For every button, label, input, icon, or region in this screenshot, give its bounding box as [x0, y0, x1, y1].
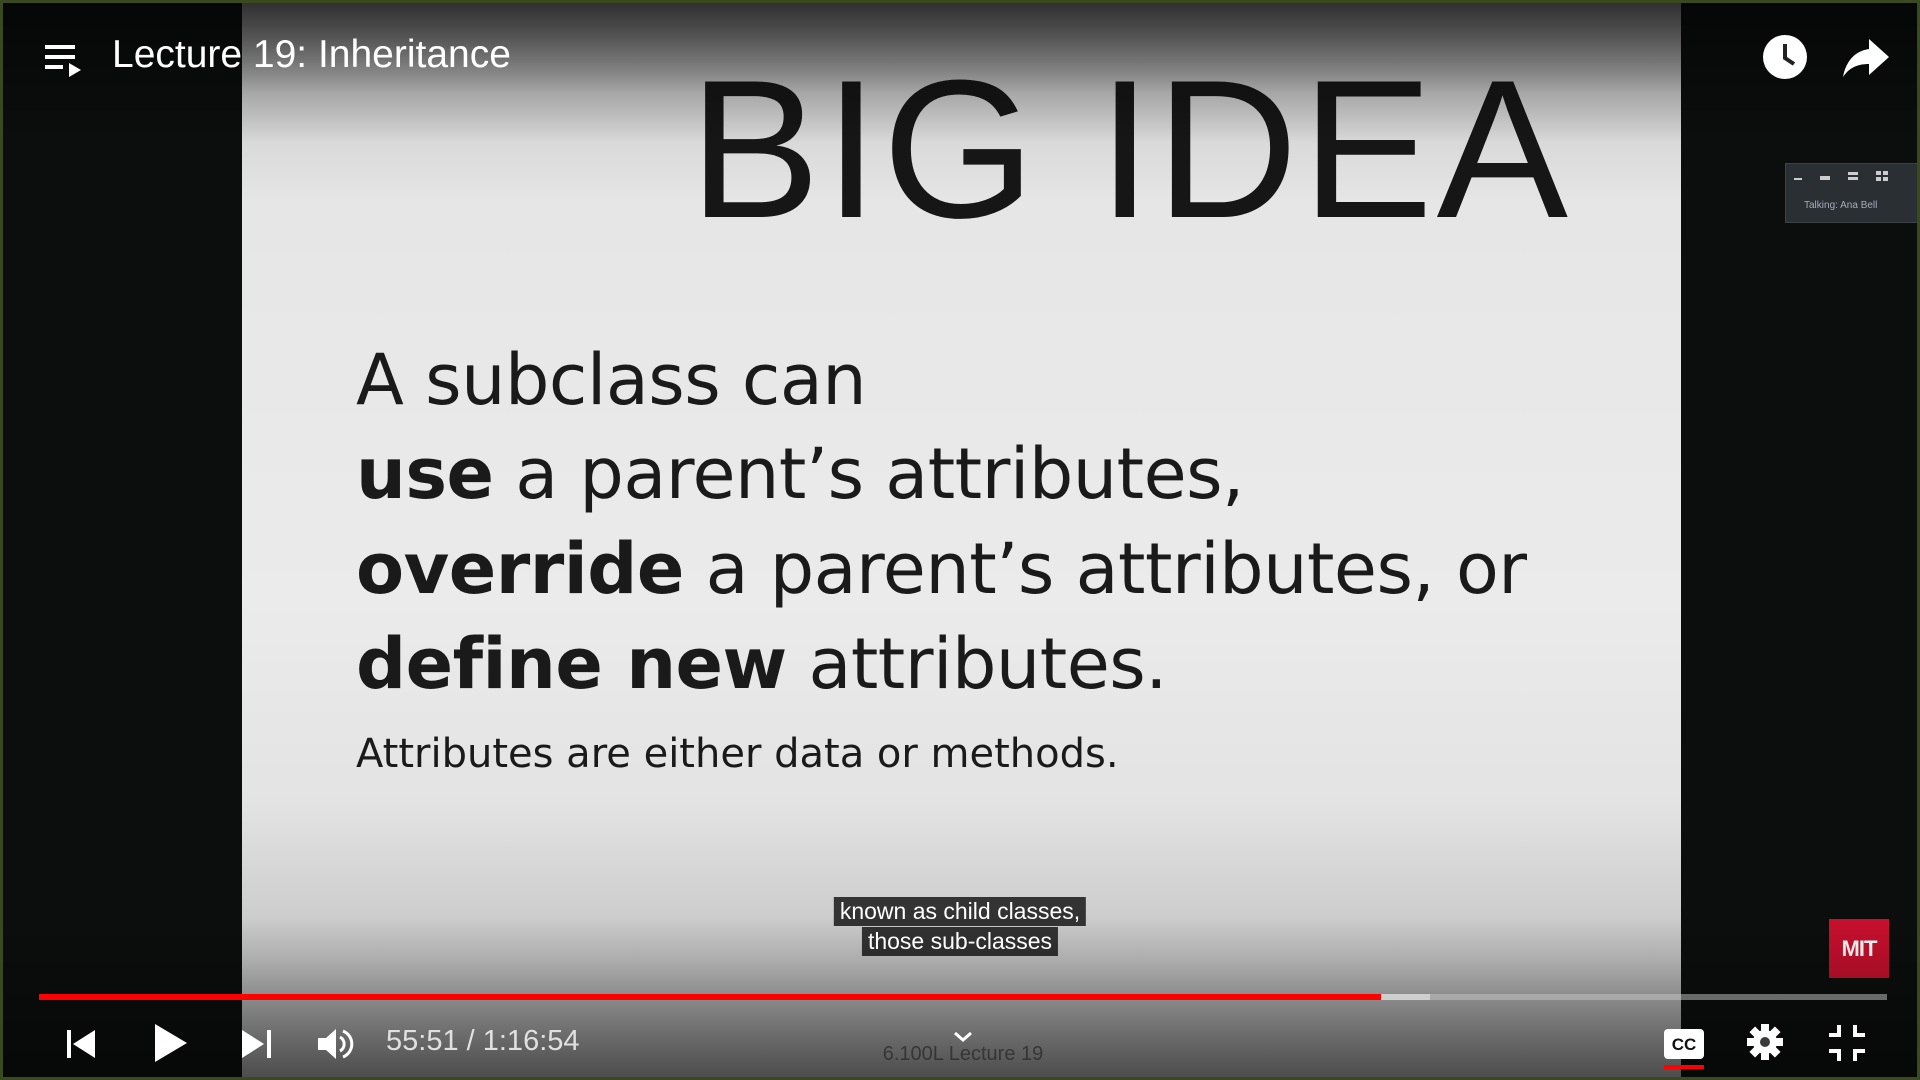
progress-track[interactable] — [39, 994, 1887, 1000]
zoom-widget: Talking: Ana Bell — [1785, 163, 1917, 223]
svg-text:CC: CC — [1672, 1035, 1697, 1054]
played-bar — [39, 994, 1382, 1000]
settings-button[interactable] — [1747, 1024, 1783, 1060]
duration: 1:16:54 — [482, 1025, 580, 1057]
time-display: 55:51 / 1:16:54 — [386, 1025, 580, 1058]
zoom-label: Talking: Ana Bell — [1804, 200, 1878, 211]
slide-line: override a parent’s attributes, or — [356, 534, 1527, 604]
top-shade — [3, 3, 1917, 143]
caption-line: known as child classes, — [833, 897, 1087, 926]
slide-line: use a parent’s attributes, — [356, 439, 1244, 509]
volume-button[interactable] — [318, 1027, 356, 1061]
slide-line: define new attributes. — [356, 629, 1168, 699]
text: a parent’s attributes, — [493, 433, 1244, 515]
previous-button[interactable] — [67, 1028, 97, 1060]
slide-line: A subclass can — [356, 345, 867, 415]
caption-line: those sub-classes — [861, 927, 1059, 956]
expand-chevron[interactable] — [953, 1031, 973, 1043]
text: A subclass can — [356, 339, 867, 421]
slide-note: Attributes are either data or methods. — [356, 731, 1119, 777]
channel-logo: MIT — [1829, 919, 1889, 978]
share-button[interactable] — [1843, 37, 1889, 77]
current-time: 55:51 — [386, 1025, 459, 1057]
next-button[interactable] — [242, 1028, 272, 1060]
slide-footer: 6.100L Lecture 19 — [883, 1043, 1044, 1066]
text: attributes. — [786, 623, 1168, 705]
bold-text: override — [356, 528, 684, 610]
time-separator: / — [458, 1025, 483, 1057]
playlist-button[interactable] — [45, 43, 85, 79]
play-button[interactable] — [155, 1024, 189, 1062]
zoom-icons — [1794, 171, 1888, 181]
captions-button[interactable]: CC — [1664, 1027, 1706, 1069]
bold-text: use — [356, 433, 494, 515]
text: a parent’s attributes, or — [683, 528, 1527, 610]
bold-text: define new — [356, 623, 787, 705]
video-title[interactable]: Lecture 19: Inheritance — [112, 33, 511, 76]
watch-later-button[interactable] — [1762, 34, 1808, 80]
exit-fullscreen-button[interactable] — [1829, 1025, 1865, 1061]
